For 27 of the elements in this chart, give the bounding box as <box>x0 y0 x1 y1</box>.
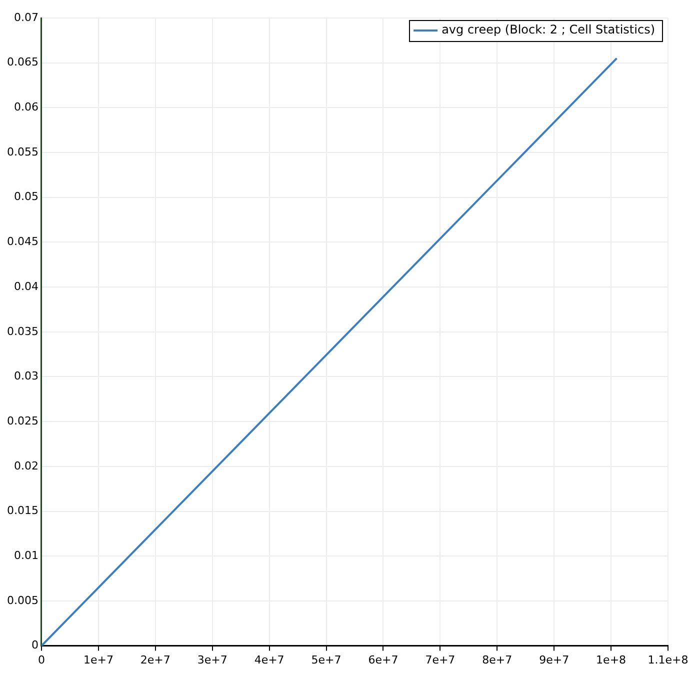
y-tick-label: 0.02 <box>14 459 38 472</box>
y-tick-label: 0.06 <box>14 100 38 114</box>
y-tick-label: 0.025 <box>6 414 38 428</box>
x-tick-label: 6e+7 <box>368 653 398 666</box>
y-tick-label: 0.045 <box>6 235 38 248</box>
x-tick-label: 1e+8 <box>596 653 626 666</box>
x-tick-label: 2e+7 <box>140 653 170 666</box>
y-tick-label: 0.07 <box>14 10 38 24</box>
y-tick-label: 0.055 <box>6 145 38 158</box>
legend-label: avg creep (Block: 2 ; Cell Statistics) <box>442 22 656 37</box>
y-tick-label: 0.05 <box>14 190 38 204</box>
y-tick-label: 0.065 <box>6 56 38 69</box>
x-tick-label: 4e+7 <box>254 653 284 666</box>
x-tick-label: 5e+7 <box>311 653 342 666</box>
y-tick-label: 0.03 <box>14 370 38 383</box>
y-tick-label: 0.005 <box>6 594 38 607</box>
y-tick-label: 0 <box>31 638 38 652</box>
x-tick-label: 3e+7 <box>197 653 228 666</box>
x-tick-label: 1.1e+8 <box>648 653 688 666</box>
y-tick-label: 0.01 <box>14 548 38 562</box>
y-tick-label: 0.04 <box>14 280 38 293</box>
y-tick-label: 0.035 <box>6 324 38 338</box>
x-tick-label: 9e+7 <box>539 653 570 666</box>
y-tick-label: 0.015 <box>6 504 38 518</box>
x-tick-label: 8e+7 <box>482 653 512 666</box>
x-tick-label: 1e+7 <box>83 653 114 666</box>
x-tick-label: 7e+7 <box>425 653 456 666</box>
